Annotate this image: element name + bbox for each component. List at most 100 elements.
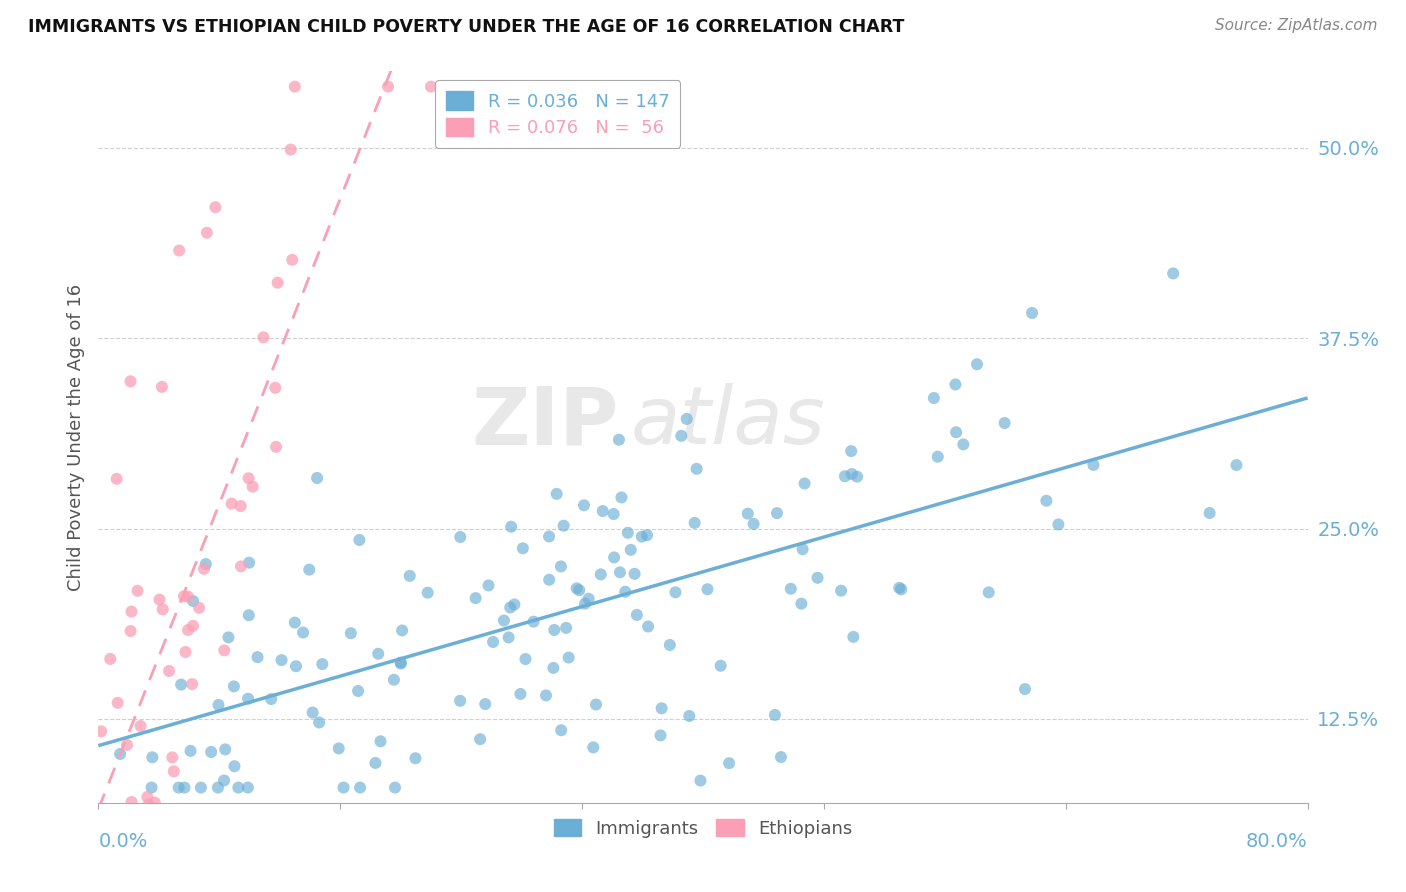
Point [952, 437, 974, 451]
Point [200, 745, 222, 759]
Point [181, 594, 204, 608]
Point [177, 623, 200, 637]
Point [238, 608, 260, 623]
Point [607, 433, 630, 447]
Point [683, 516, 706, 530]
Point [107, 696, 129, 710]
Point [124, 856, 146, 871]
Point [658, 638, 681, 652]
Point [553, 518, 575, 533]
Point [120, 374, 142, 388]
Legend: Immigrants, Ethiopians: Immigrants, Ethiopians [547, 812, 859, 845]
Point [121, 795, 143, 809]
Point [212, 773, 235, 788]
Point [266, 276, 288, 290]
Point [129, 719, 152, 733]
Point [207, 780, 229, 795]
Point [582, 740, 605, 755]
Point [546, 487, 568, 501]
Point [592, 504, 614, 518]
Point [474, 697, 496, 711]
Point [364, 756, 387, 770]
Point [281, 252, 304, 267]
Point [174, 645, 197, 659]
Point [103, 856, 125, 871]
Point [180, 744, 202, 758]
Text: Source: ZipAtlas.com: Source: ZipAtlas.com [1215, 18, 1378, 33]
Point [769, 750, 792, 764]
Point [689, 773, 711, 788]
Point [449, 694, 471, 708]
Point [1035, 493, 1057, 508]
Point [120, 624, 142, 638]
Point [603, 550, 626, 565]
Point [181, 677, 204, 691]
Point [217, 631, 239, 645]
Point [311, 657, 333, 671]
Point [194, 557, 217, 571]
Point [97, 856, 120, 871]
Point [389, 656, 412, 670]
Point [370, 734, 392, 748]
Point [477, 578, 499, 592]
Point [307, 471, 329, 485]
Point [806, 571, 828, 585]
Point [221, 497, 243, 511]
Point [1021, 306, 1043, 320]
Point [236, 780, 259, 795]
Text: IMMIGRANTS VS ETHIOPIAN CHILD POVERTY UNDER THE AGE OF 16 CORRELATION CHART: IMMIGRANTS VS ETHIOPIAN CHILD POVERTY UN… [28, 18, 904, 36]
Point [574, 597, 596, 611]
Point [718, 756, 741, 771]
Point [737, 507, 759, 521]
Point [150, 380, 173, 394]
Point [1083, 458, 1105, 472]
Point [509, 687, 531, 701]
Point [152, 602, 174, 616]
Point [620, 542, 643, 557]
Point [522, 615, 544, 629]
Point [173, 589, 195, 603]
Point [347, 684, 370, 698]
Point [565, 582, 588, 596]
Point [238, 471, 260, 485]
Point [572, 498, 595, 512]
Point [108, 747, 131, 761]
Point [685, 462, 707, 476]
Point [148, 592, 170, 607]
Point [578, 591, 600, 606]
Point [790, 597, 813, 611]
Point [124, 851, 146, 865]
Point [284, 615, 307, 630]
Point [131, 830, 153, 844]
Point [793, 476, 815, 491]
Point [890, 582, 912, 597]
Point [617, 525, 640, 540]
Text: ZIP: ZIP [471, 384, 619, 461]
Point [195, 226, 218, 240]
Point [543, 661, 565, 675]
Point [301, 706, 323, 720]
Point [377, 79, 399, 94]
Point [264, 440, 287, 454]
Point [163, 764, 186, 779]
Point [391, 624, 413, 638]
Point [766, 506, 789, 520]
Point [742, 516, 765, 531]
Point [93, 855, 115, 869]
Point [121, 605, 143, 619]
Point [779, 582, 801, 596]
Point [127, 583, 149, 598]
Point [98, 652, 121, 666]
Point [184, 807, 207, 822]
Point [534, 689, 557, 703]
Point [664, 585, 686, 599]
Text: 80.0%: 80.0% [1246, 832, 1308, 851]
Point [270, 653, 292, 667]
Point [922, 391, 945, 405]
Point [977, 585, 1000, 599]
Point [349, 533, 371, 547]
Point [162, 750, 184, 764]
Point [404, 751, 426, 765]
Point [367, 647, 389, 661]
Point [614, 584, 637, 599]
